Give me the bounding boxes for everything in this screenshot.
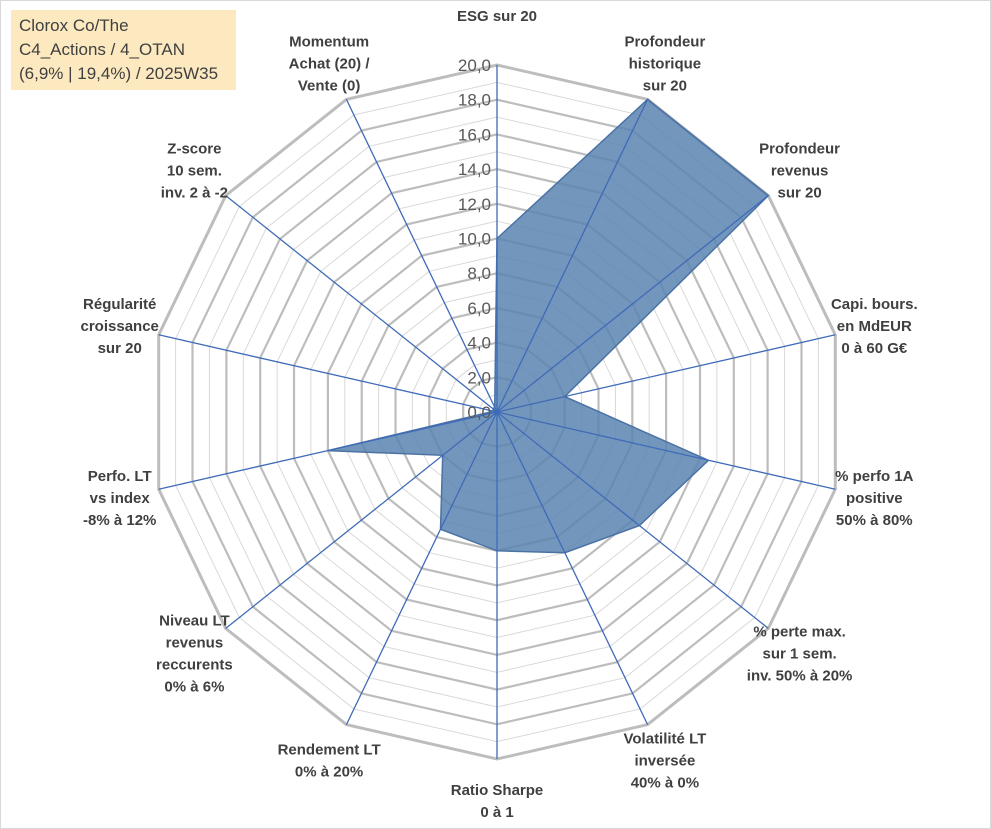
axis-label-line: Momentum: [289, 33, 369, 50]
axis-label: Niveau LT revenus reccurents 0% à 6%: [156, 612, 233, 695]
axis-label-line: Régularité: [83, 296, 156, 313]
axis-label-line: Capi. bours.: [831, 296, 918, 313]
axis-label: Momentum Achat (20) / Vente (0): [289, 33, 371, 94]
axis-label: Ratio Sharpe 0 à 1: [451, 782, 544, 821]
spoke-line: [158, 411, 498, 490]
axis-label: % perfo 1A positive 50% à 80%: [835, 468, 914, 529]
axis-label: Capi. bours. en MdEUR 0 à 60 G€: [831, 296, 918, 357]
axis-label: Régularité croissance sur 20: [81, 296, 159, 357]
axis-label-line: 0 à 1: [480, 804, 513, 821]
chart-title-box: Clorox Co/The C4_Actions / 4_OTAN (6,9% …: [11, 10, 236, 90]
axis-label-line: sur 1 sem.: [762, 645, 836, 662]
spoke-line: [496, 411, 649, 725]
axis-label-line: revenus: [166, 634, 224, 651]
tick-label: 20,0: [458, 56, 491, 75]
tick-label: 0,0: [467, 403, 491, 422]
spoke-line: [225, 411, 498, 629]
spoke-line: [225, 195, 498, 413]
axis-label-line: % perfo 1A: [835, 468, 914, 485]
title-line-3: (6,9% | 19,4%) / 2025W35: [19, 64, 219, 83]
tick-label: 2,0: [467, 368, 491, 387]
axis-label: Profondeur revenus sur 20: [759, 141, 840, 202]
axis-label-line: revenus: [771, 163, 829, 180]
spoke-line: [496, 195, 769, 413]
axis-label: Note ESG sur 20: [457, 0, 537, 25]
axis-label-line: Note: [480, 0, 513, 3]
axis-label-line: 10 sem.: [167, 163, 222, 180]
axis-label-line: en MdEUR: [837, 318, 912, 335]
tick-label: 6,0: [467, 299, 491, 318]
axis-label-line: inv. 50% à 20%: [747, 667, 853, 684]
spoke-line: [496, 411, 769, 629]
axis-label-line: inversée: [634, 753, 695, 770]
axis-label-line: Niveau LT: [159, 612, 230, 629]
axis-label-line: 0 à 60 G€: [841, 340, 908, 357]
spoke-line: [345, 411, 498, 725]
axis-label-line: historique: [629, 55, 702, 72]
axis-label: Volatilité LT inversée 40% à 0%: [624, 731, 707, 792]
tick-label: 10,0: [458, 230, 491, 249]
axis-label-line: reccurents: [156, 656, 233, 673]
axis-label-line: Profondeur: [759, 141, 840, 158]
data-series-area: [327, 98, 770, 554]
axis-label-line: croissance: [81, 318, 159, 335]
tick-label: 18,0: [458, 91, 491, 110]
axis-label-line: sur 20: [98, 340, 142, 357]
axis-label-line: 0% à 6%: [164, 678, 224, 695]
spoke-line: [496, 99, 649, 413]
axis-label-line: 40% à 0%: [631, 775, 699, 792]
axis-label-line: Z-score: [167, 141, 221, 158]
axis-label-line: 0% à 20%: [295, 764, 363, 781]
axis-label: % perte max. sur 1 sem. inv. 50% à 20%: [747, 623, 853, 684]
tick-label: 12,0: [458, 195, 491, 214]
tick-label: 14,0: [458, 160, 491, 179]
axis-label-line: Achat (20) /: [289, 55, 371, 72]
spoke-line: [496, 411, 836, 490]
tick-label: 4,0: [467, 334, 491, 353]
axis-label-line: inv. 2 à -2: [161, 185, 228, 202]
axis-label-line: Volatilité LT: [624, 731, 707, 748]
axis-label-line: % perte max.: [753, 623, 846, 640]
axis-label-line: sur 20: [777, 185, 821, 202]
axis-label-line: Rendement LT: [278, 742, 381, 759]
title-line-2: C4_Actions / 4_OTAN: [19, 40, 185, 59]
axis-label-line: Vente (0): [298, 77, 361, 94]
axis-label-line: 50% à 80%: [836, 512, 913, 529]
spoke-line: [496, 334, 836, 413]
tick-label: 16,0: [458, 125, 491, 144]
spoke-line: [345, 99, 498, 413]
spoke-line: [158, 334, 498, 413]
axis-label-line: sur 20: [643, 77, 687, 94]
axis-label: Rendement LT 0% à 20%: [278, 742, 381, 781]
title-line-1: Clorox Co/The: [19, 16, 129, 35]
axis-label-line: -8% à 12%: [83, 512, 156, 529]
axis-label-line: positive: [846, 490, 903, 507]
axis-label-line: Ratio Sharpe: [451, 782, 544, 799]
tick-label: 8,0: [467, 264, 491, 283]
spokes: [158, 65, 836, 759]
axis-label: Perfo. LT vs index -8% à 12%: [83, 468, 156, 529]
axis-label-line: Perfo. LT: [88, 468, 152, 485]
axis-label-line: vs index: [90, 490, 151, 507]
axis-label: Profondeur historique sur 20: [624, 33, 705, 94]
axis-label-line: Profondeur: [624, 33, 705, 50]
axis-label-line: ESG sur 20: [457, 8, 537, 25]
axis-label: Z-score 10 sem. inv. 2 à -2: [161, 141, 228, 202]
